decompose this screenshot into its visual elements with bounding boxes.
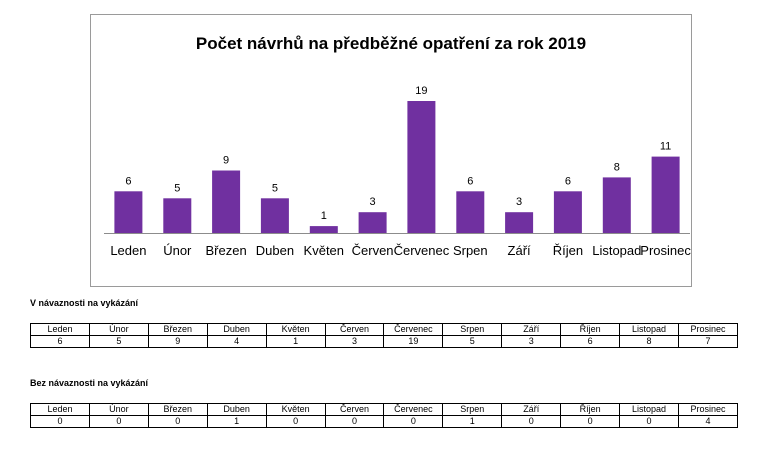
- table-value-cell: 19: [383, 335, 444, 348]
- bar-value-label: 1: [321, 210, 327, 222]
- table-value-row: 6 5 9 4 1 3 19 5 3 6 8 7: [30, 335, 739, 348]
- category-label: Červenec: [394, 243, 450, 258]
- chart-title: Počet návrhů na předběžné opatření za ro…: [196, 34, 586, 53]
- table-value-cell: 9: [147, 335, 208, 348]
- table-header-cell: Září: [501, 323, 562, 336]
- table-header-cell: Květen: [265, 403, 326, 416]
- bar: [358, 212, 387, 233]
- bar: [553, 191, 582, 233]
- table-header-cell: Listopad: [619, 323, 679, 336]
- table-header-cell: Říjen: [560, 403, 621, 416]
- table-value-cell: 1: [206, 415, 267, 428]
- category-label: Březen: [205, 243, 246, 258]
- table-value-cell: 0: [383, 415, 444, 428]
- bar: [114, 191, 143, 233]
- table-header-cell: Listopad: [619, 403, 679, 416]
- bars-group: 6 Leden 5 Únor 9 Březen 5 Duben 1 Květen 3 Červen 19…: [104, 85, 691, 258]
- table-header-cell: Červen: [324, 323, 385, 336]
- table-value-cell: 4: [677, 415, 739, 428]
- bar: [651, 156, 680, 233]
- table-header-cell: Červenec: [383, 323, 444, 336]
- table-value-cell: 0: [324, 415, 385, 428]
- category-label: Červen: [352, 243, 394, 258]
- table-header-row: Leden Únor Březen Duben Květen Červen Červenec…: [30, 323, 739, 336]
- bar-value-label: 11: [660, 141, 671, 153]
- bar: [163, 198, 192, 233]
- table-value-cell: 0: [619, 415, 679, 428]
- table-header-cell: Květen: [265, 323, 326, 336]
- table-header-cell: Červen: [324, 403, 385, 416]
- bar: [602, 177, 631, 233]
- bar: [212, 170, 241, 233]
- table-header-cell: Duben: [206, 403, 267, 416]
- table-header-cell: Srpen: [442, 403, 503, 416]
- table-header-cell: Březen: [147, 323, 208, 336]
- table-value-cell: 0: [88, 415, 149, 428]
- bar-value-label: 8: [614, 161, 620, 173]
- bar: [309, 226, 338, 233]
- chart-area: Počet návrhů na předběžné opatření za ro…: [90, 14, 692, 287]
- bar-value-label: 6: [467, 175, 473, 187]
- table-value-cell: 4: [206, 335, 267, 348]
- table-header-cell: Leden: [30, 323, 90, 336]
- table-without-followup: Leden Únor Březen Duben Květen Červen Červenec…: [30, 403, 739, 428]
- category-label: Prosinec: [640, 243, 691, 258]
- table-value-cell: 0: [265, 415, 326, 428]
- bar-value-label: 9: [223, 155, 229, 167]
- bar-value-label: 6: [125, 175, 131, 187]
- table-value-cell: 8: [619, 335, 679, 348]
- table-value-cell: 0: [501, 415, 562, 428]
- bar: [260, 198, 289, 233]
- table-value-cell: 3: [324, 335, 385, 348]
- table-header-cell: Únor: [88, 403, 149, 416]
- category-label: Duben: [256, 243, 294, 258]
- table-value-cell: 5: [442, 335, 503, 348]
- table-value-cell: 0: [560, 415, 621, 428]
- category-label: Únor: [163, 243, 192, 258]
- table-header-cell: Leden: [30, 403, 90, 416]
- bar: [407, 101, 436, 233]
- bar-chart: Počet návrhů na předběžné opatření za ro…: [104, 34, 691, 258]
- table-value-cell: 0: [147, 415, 208, 428]
- bar-value-label: 5: [272, 182, 278, 194]
- bar-value-label: 19: [415, 85, 427, 97]
- table-header-cell: Únor: [88, 323, 149, 336]
- table-header-cell: Březen: [147, 403, 208, 416]
- table-header-cell: Říjen: [560, 323, 621, 336]
- category-label: Srpen: [453, 243, 488, 258]
- table-header-cell: Září: [501, 403, 562, 416]
- table-header-cell: Duben: [206, 323, 267, 336]
- table-header-cell: Srpen: [442, 323, 503, 336]
- table-value-cell: 5: [88, 335, 149, 348]
- bar-value-label: 3: [516, 196, 522, 208]
- category-label: Listopad: [592, 243, 641, 258]
- table-value-cell: 6: [30, 335, 90, 348]
- table-header-cell: Prosinec: [677, 403, 739, 416]
- table-value-cell: 6: [560, 335, 621, 348]
- bar-value-label: 5: [174, 182, 180, 194]
- table-with-followup: Leden Únor Březen Duben Květen Červen Červenec…: [30, 323, 739, 348]
- bar: [505, 212, 534, 233]
- table-header-cell: Červenec: [383, 403, 444, 416]
- table-value-cell: 1: [265, 335, 326, 348]
- bar-value-label: 6: [565, 175, 571, 187]
- table-value-cell: 7: [677, 335, 739, 348]
- category-label: Květen: [304, 243, 344, 258]
- table-title-without-followup: Bez návaznosti na vykázání: [30, 378, 149, 388]
- category-label: Září: [508, 243, 531, 258]
- table-value-cell: 3: [501, 335, 562, 348]
- table-value-cell: 1: [442, 415, 503, 428]
- table-header-row: Leden Únor Březen Duben Květen Červen Červenec…: [30, 403, 739, 416]
- table-header-cell: Prosinec: [677, 323, 739, 336]
- table-value-cell: 0: [30, 415, 90, 428]
- bar: [456, 191, 485, 233]
- category-label: Leden: [110, 243, 146, 258]
- bar-value-label: 3: [370, 196, 376, 208]
- category-label: Říjen: [553, 243, 583, 258]
- table-title-with-followup: V návaznosti na vykázání: [30, 298, 139, 308]
